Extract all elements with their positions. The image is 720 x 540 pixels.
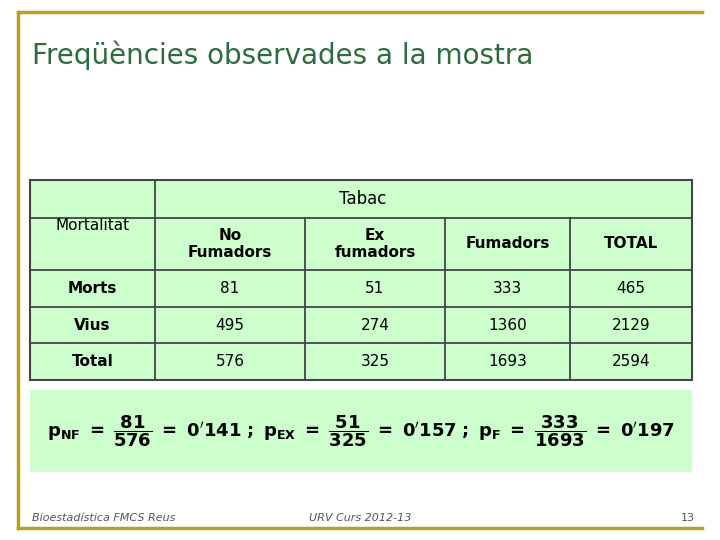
Text: Ex
fumadors: Ex fumadors <box>334 228 415 260</box>
Text: Total: Total <box>71 354 113 369</box>
Text: Tabac: Tabac <box>339 190 386 208</box>
Text: 325: 325 <box>361 354 390 369</box>
Text: 51: 51 <box>365 281 384 296</box>
Text: Freqüències observades a la mostra: Freqüències observades a la mostra <box>32 40 534 70</box>
Text: 274: 274 <box>361 318 390 333</box>
Text: 333: 333 <box>493 281 522 296</box>
Text: $\mathbf{p_{NF}\ =\ \dfrac{81}{576}\ =\ 0{'}141\ ;\ p_{EX}\ =\ \dfrac{51}{325}\ : $\mathbf{p_{NF}\ =\ \dfrac{81}{576}\ =\ … <box>47 413 675 449</box>
Text: Fumadors: Fumadors <box>465 237 549 252</box>
Text: Morts: Morts <box>68 281 117 296</box>
Text: TOTAL: TOTAL <box>604 237 658 252</box>
Text: URV Curs 2012-13: URV Curs 2012-13 <box>309 513 411 523</box>
Text: No
Fumadors: No Fumadors <box>188 228 272 260</box>
Text: 2594: 2594 <box>612 354 650 369</box>
Text: Mortalitat: Mortalitat <box>55 218 130 233</box>
Text: 465: 465 <box>616 281 646 296</box>
Text: 576: 576 <box>215 354 245 369</box>
Text: Bioestadística FMCS Reus: Bioestadística FMCS Reus <box>32 513 176 523</box>
FancyBboxPatch shape <box>30 180 692 380</box>
Text: 13: 13 <box>681 513 695 523</box>
Text: 2129: 2129 <box>612 318 650 333</box>
Text: 81: 81 <box>220 281 240 296</box>
FancyBboxPatch shape <box>30 390 692 472</box>
Text: Vius: Vius <box>74 318 111 333</box>
Text: 1360: 1360 <box>488 318 527 333</box>
Text: 495: 495 <box>215 318 245 333</box>
Text: 1693: 1693 <box>488 354 527 369</box>
